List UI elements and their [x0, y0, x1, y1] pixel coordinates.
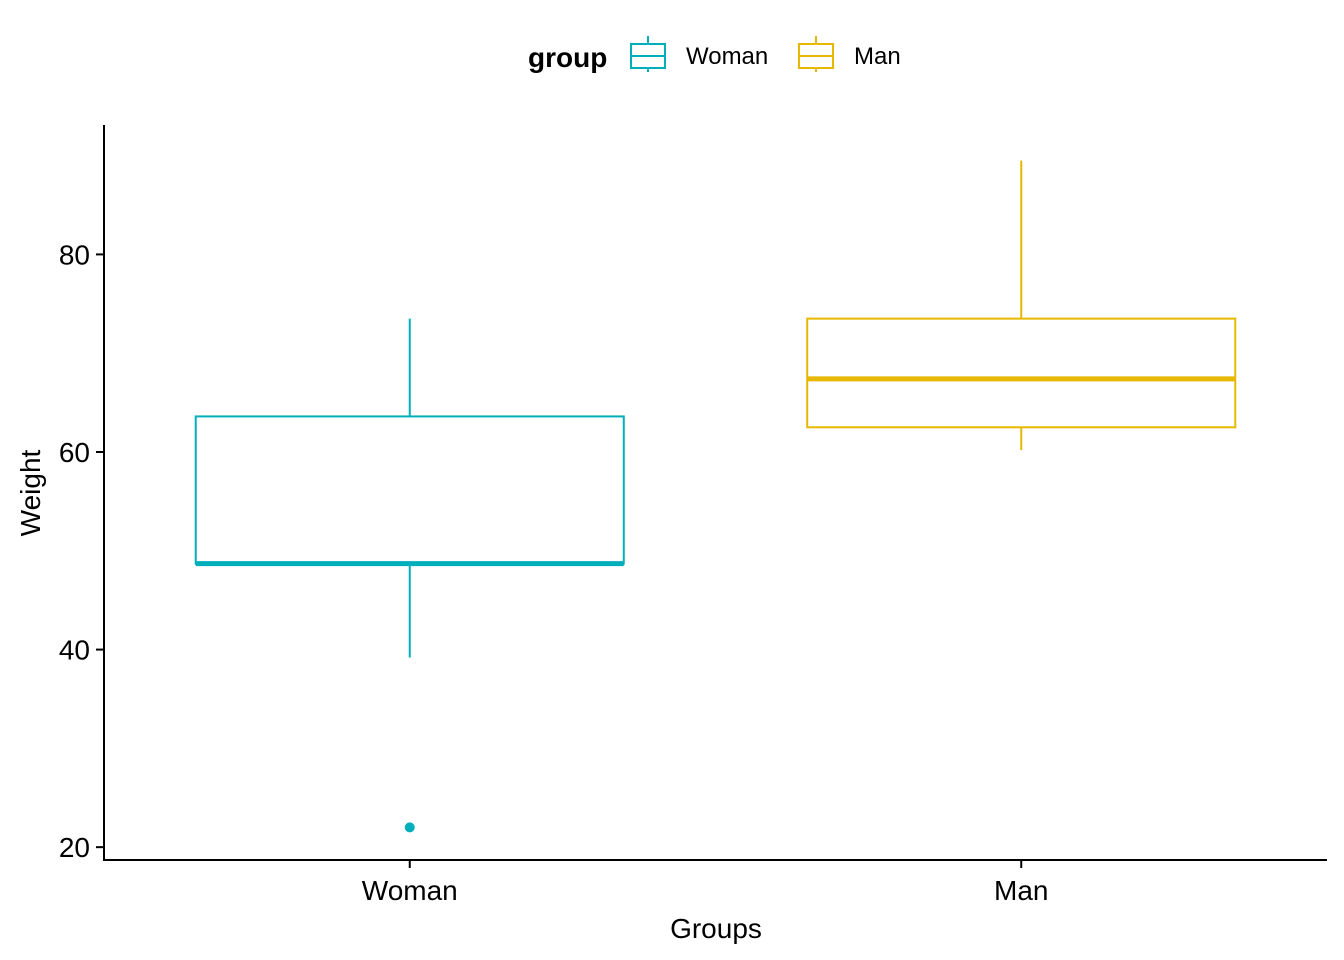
x-axis-label: Groups	[670, 913, 762, 944]
x-tick-label: Woman	[362, 875, 458, 906]
legend: group Woman Man	[528, 36, 901, 73]
legend-label: Man	[854, 43, 901, 70]
y-tick-label: 80	[59, 239, 90, 270]
plot-area	[194, 160, 1237, 833]
legend-title: group	[528, 42, 607, 73]
x-axis-ticks: Woman Man	[362, 860, 1048, 906]
legend-key-woman	[630, 36, 666, 72]
y-axis-ticks: 20 40 60 80	[59, 239, 104, 863]
outlier-point	[404, 822, 415, 833]
y-tick-label: 20	[59, 832, 90, 863]
box-woman	[194, 318, 625, 833]
y-tick-label: 60	[59, 437, 90, 468]
box-man	[806, 160, 1237, 451]
legend-key-man	[798, 36, 834, 72]
y-tick-label: 40	[59, 635, 90, 666]
legend-label: Woman	[686, 43, 768, 70]
x-tick-label: Man	[994, 875, 1048, 906]
box-iqr	[194, 415, 625, 565]
y-axis-label: Weight	[15, 449, 46, 536]
box-iqr	[806, 317, 1237, 429]
